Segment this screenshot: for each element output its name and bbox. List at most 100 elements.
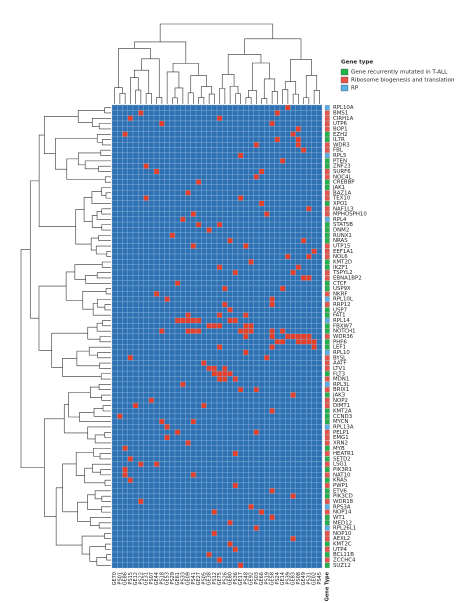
cell: [211, 525, 218, 531]
cell: [285, 450, 291, 457]
column-label: PS03: [254, 572, 260, 585]
dendrogram-branch: [100, 454, 111, 459]
cell: [295, 126, 302, 132]
cell: [258, 472, 265, 478]
cell: [143, 147, 149, 154]
cell: [185, 472, 191, 478]
cell: [190, 487, 197, 494]
cell: [237, 136, 244, 143]
cell: [117, 221, 123, 228]
cell: [164, 115, 170, 122]
cell: [264, 296, 270, 303]
cell: [111, 253, 118, 260]
cell: [216, 349, 223, 356]
cell: [258, 466, 265, 473]
cell: [148, 445, 155, 452]
cell: [211, 243, 218, 249]
cell: [237, 126, 244, 132]
cell: [148, 168, 155, 175]
dendrogram-branch: [39, 286, 66, 350]
cell: [195, 349, 202, 356]
cell: [195, 195, 202, 201]
cell: [185, 466, 191, 473]
cell: [180, 376, 186, 382]
cell: [316, 376, 323, 382]
cell: [295, 354, 302, 361]
cell: [127, 493, 134, 499]
cell: [300, 147, 307, 154]
cell: [295, 541, 302, 547]
cell: [180, 365, 186, 372]
cell: [264, 333, 270, 340]
cell: [306, 131, 312, 138]
cell: [316, 562, 323, 569]
cell: [122, 253, 128, 260]
cell: [211, 307, 218, 313]
cell: [169, 466, 176, 473]
cell: [153, 365, 160, 372]
cell: [232, 126, 239, 132]
row-type-swatch: [324, 312, 330, 318]
cell: [206, 424, 212, 430]
cell: [127, 354, 134, 361]
cell: [295, 216, 302, 223]
cell: [132, 126, 139, 132]
cell: [153, 525, 160, 531]
cell: [117, 392, 123, 398]
cell: [269, 211, 275, 217]
cell: [232, 370, 239, 377]
cell: [153, 418, 160, 425]
cell: [258, 551, 265, 558]
cell: [316, 413, 323, 420]
cell: [248, 386, 254, 393]
cell: [269, 535, 275, 542]
cell: [211, 221, 218, 228]
cell: [174, 205, 181, 212]
cell: [195, 232, 202, 239]
cell: [300, 280, 307, 287]
cell: [306, 221, 312, 228]
cell: [117, 360, 123, 366]
cell: [306, 147, 312, 154]
cell: [285, 221, 291, 228]
cell: [274, 158, 281, 164]
cell: [143, 211, 149, 217]
cell: [290, 498, 296, 505]
cell: [237, 275, 244, 281]
cell: [316, 461, 323, 468]
cell: [295, 472, 302, 478]
cell: [227, 519, 233, 526]
cell: [148, 487, 155, 494]
cell: [264, 243, 270, 249]
cell: [211, 333, 218, 340]
cell: [143, 200, 149, 207]
cell: [201, 519, 207, 526]
cell: [174, 243, 181, 249]
cell: [206, 142, 212, 148]
cell: [211, 456, 218, 462]
cell: [222, 450, 228, 457]
cell: [300, 243, 307, 249]
cell: [117, 104, 123, 111]
cell: [295, 269, 302, 276]
cell: [285, 562, 291, 569]
cell: [227, 472, 233, 478]
cell: [311, 493, 317, 499]
cell: [201, 381, 207, 388]
cell: [269, 307, 275, 313]
cell: [227, 168, 233, 175]
cell: [148, 248, 155, 255]
cell: [174, 259, 181, 265]
row-label: EBNA1BP2: [333, 275, 362, 281]
cell: [232, 158, 239, 164]
cell: [274, 110, 281, 116]
cell: [243, 205, 249, 212]
cell: [169, 120, 176, 127]
cell: [232, 487, 239, 494]
cell: [216, 301, 223, 308]
cell: [111, 163, 118, 170]
cell: [127, 131, 134, 138]
cell: [174, 126, 181, 132]
cell: [285, 530, 291, 537]
cell: [316, 136, 323, 143]
